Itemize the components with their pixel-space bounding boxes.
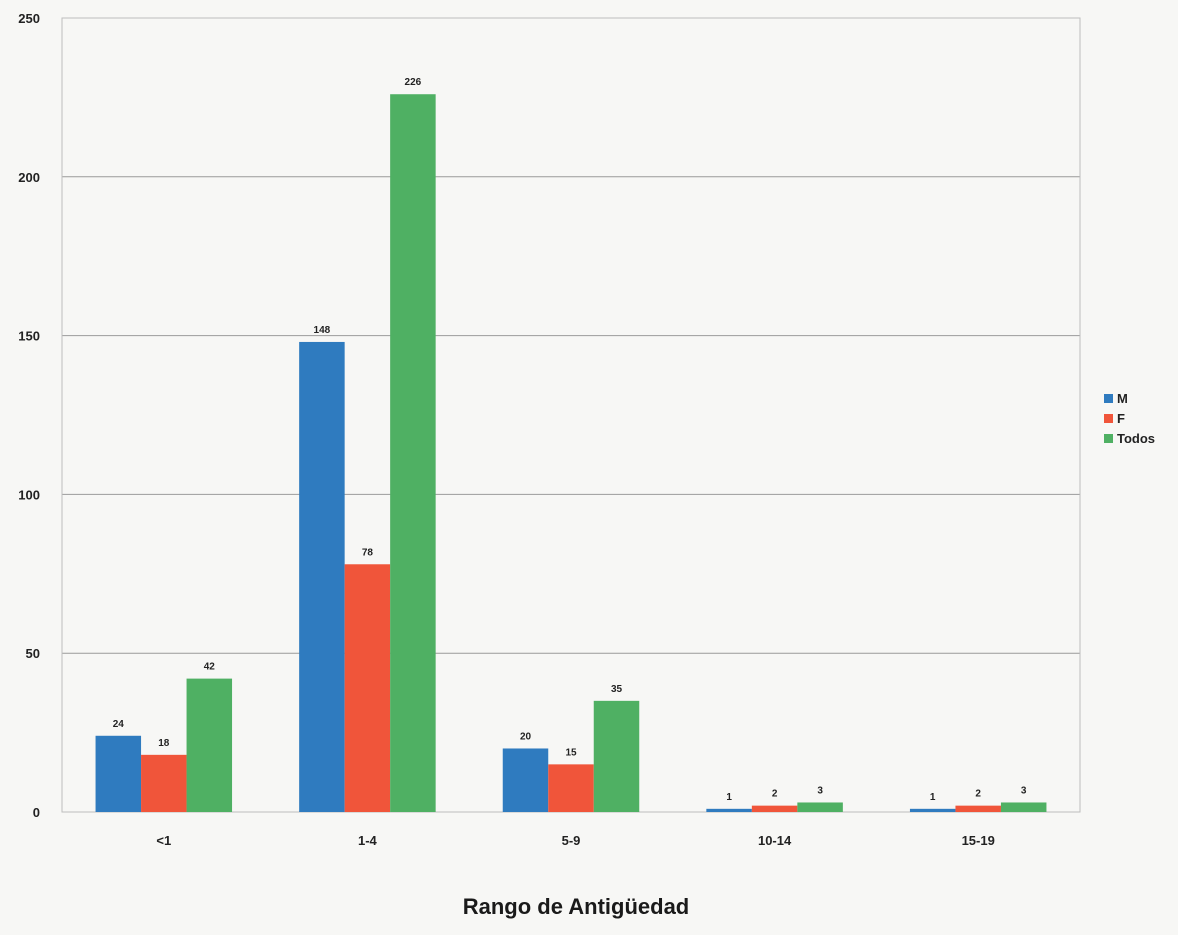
x-tick-label: 5-9	[562, 833, 581, 848]
bar-todos-1	[390, 94, 436, 812]
x-tick-label: 10-14	[758, 833, 792, 848]
bar-f-1	[344, 564, 391, 812]
bar-todos-4	[1000, 802, 1047, 812]
x-axis-ticks: <1 1-4 5-9 10-14 15-19	[156, 833, 994, 848]
legend: MF Todos	[1104, 391, 1155, 446]
y-tick-label: 200	[18, 170, 40, 185]
bar-f-4	[955, 805, 1001, 812]
y-tick-label: 100	[18, 487, 40, 502]
bars	[95, 94, 1047, 812]
data-label: 35	[611, 684, 623, 695]
x-tick-label: 15-19	[962, 833, 995, 848]
data-label: 20	[520, 731, 532, 742]
data-labels: 24 18 42 148 78 226 20 15 35 1 2 3 1 2 3	[113, 77, 1027, 803]
bar-m-2	[502, 748, 549, 812]
y-axis-ticks: 0 50 100 150 200 250	[18, 11, 40, 820]
y-tick-label: 250	[18, 11, 40, 26]
y-tick-label: 50	[26, 646, 40, 661]
x-axis-label: Rango de Antigüedad	[463, 894, 690, 919]
data-label: 2	[772, 789, 778, 800]
bar-m-3	[706, 808, 752, 812]
bar-m-4	[909, 808, 956, 812]
data-label: 148	[314, 325, 331, 336]
data-label: 2	[975, 789, 981, 800]
bar-todos-2	[593, 700, 640, 812]
legend-label-m: M	[1117, 391, 1128, 406]
bar-todos-3	[797, 802, 843, 812]
data-label: 1	[726, 792, 732, 803]
bar-todos-0	[186, 678, 233, 812]
bar-m-0	[95, 735, 142, 812]
legend-swatch-m	[1104, 394, 1113, 403]
bar-m-1	[299, 341, 345, 812]
legend-label-f: F	[1117, 411, 1125, 426]
x-tick-label: 1-4	[358, 833, 378, 848]
y-tick-label: 150	[18, 329, 40, 344]
data-label: 15	[565, 747, 577, 758]
data-label: 24	[113, 719, 125, 730]
data-label: 1	[930, 792, 936, 803]
data-label: 3	[1021, 785, 1027, 796]
bar-f-0	[141, 754, 187, 812]
bar-f-2	[548, 764, 594, 812]
x-tick-label: <1	[156, 833, 171, 848]
data-label: 78	[362, 547, 374, 558]
data-label: 226	[405, 77, 422, 88]
data-label: 18	[158, 738, 170, 749]
y-tick-label: 0	[33, 805, 40, 820]
bar-f-3	[751, 805, 798, 812]
legend-label-todos: Todos	[1117, 431, 1155, 446]
data-label: 42	[204, 662, 216, 673]
data-label: 3	[817, 785, 823, 796]
legend-swatch-todos	[1104, 434, 1113, 443]
legend-swatch-f	[1104, 414, 1113, 423]
